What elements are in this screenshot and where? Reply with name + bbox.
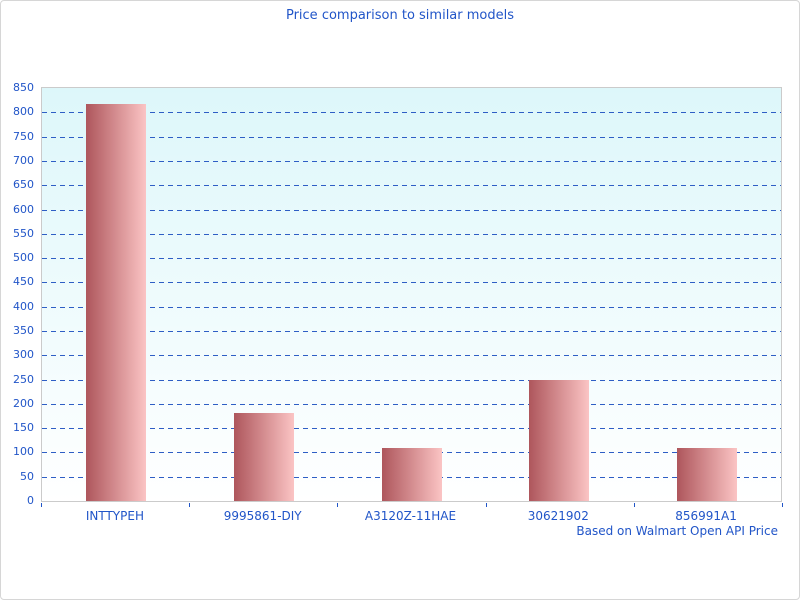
y-tick-label-100: 100: [13, 445, 34, 459]
x-category-label-30621902: 30621902: [527, 509, 589, 523]
y-tick-label-200: 200: [13, 396, 34, 410]
y-tick-label-300: 300: [13, 348, 34, 362]
x-axis-tick: [633, 503, 635, 507]
y-tick-label-700: 700: [13, 153, 34, 167]
x-category-label-9995861-DIY: 9995861-DIY: [223, 509, 302, 523]
gridline-800: [42, 112, 781, 114]
gridline-450: [42, 282, 781, 284]
x-axis-tick: [41, 503, 42, 507]
x-axis-tick: [485, 503, 487, 507]
bar-856991A1: [677, 447, 738, 501]
gridline-650: [42, 185, 781, 187]
y-tick-label-0: 0: [27, 494, 34, 507]
x-category-label-INTTYPEH: INTTYPEH: [85, 509, 144, 523]
gridline-300: [42, 355, 781, 357]
chart-title: Price comparison to similar models: [285, 8, 515, 23]
y-tick-label-600: 600: [13, 202, 34, 216]
y-tick-label-850: 850: [13, 81, 34, 94]
gridline-400: [42, 306, 781, 308]
gridline-700: [42, 160, 781, 162]
y-tick-label-50: 50: [20, 469, 34, 483]
gridline-550: [42, 233, 781, 235]
x-axis-tick: [189, 503, 191, 507]
y-axis: 0 50 100 150 200 250 300 350 400 450 500 550 600 650 7…: [1, 81, 34, 507]
y-tick-label-450: 450: [13, 275, 34, 289]
gridline-350: [42, 330, 781, 332]
bar-9995861-DIY: [233, 412, 294, 501]
x-axis-tick: [782, 503, 783, 507]
x-category-label-A3120Z-11HAE: A3120Z-11HAE: [364, 509, 457, 523]
y-tick-label-650: 650: [13, 178, 34, 192]
gridline-150: [42, 428, 781, 430]
y-tick-label-400: 400: [13, 299, 34, 313]
y-tick-label-800: 800: [13, 105, 34, 119]
gridline-200: [42, 403, 781, 405]
y-tick-label-250: 250: [13, 372, 34, 386]
y-tick-label-550: 550: [13, 226, 34, 240]
bar-A3120Z-11HAE: [381, 447, 442, 501]
x-axis-tick: [337, 503, 339, 507]
gridline-500: [42, 258, 781, 260]
gridline-600: [42, 209, 781, 211]
y-tick-label-150: 150: [13, 421, 34, 435]
y-tick-label-750: 750: [13, 129, 34, 143]
y-tick-label-350: 350: [13, 323, 34, 337]
footer-note: Based on Walmart Open API Price: [576, 524, 778, 538]
gridline-750: [42, 136, 781, 138]
bar-30621902: [529, 379, 590, 501]
plot-area: [41, 87, 782, 502]
y-tick-label-500: 500: [13, 251, 34, 265]
x-category-label-856991A1: 856991A1: [675, 509, 737, 523]
gridline-250: [42, 379, 781, 381]
bar-INTTYPEH: [85, 104, 146, 501]
